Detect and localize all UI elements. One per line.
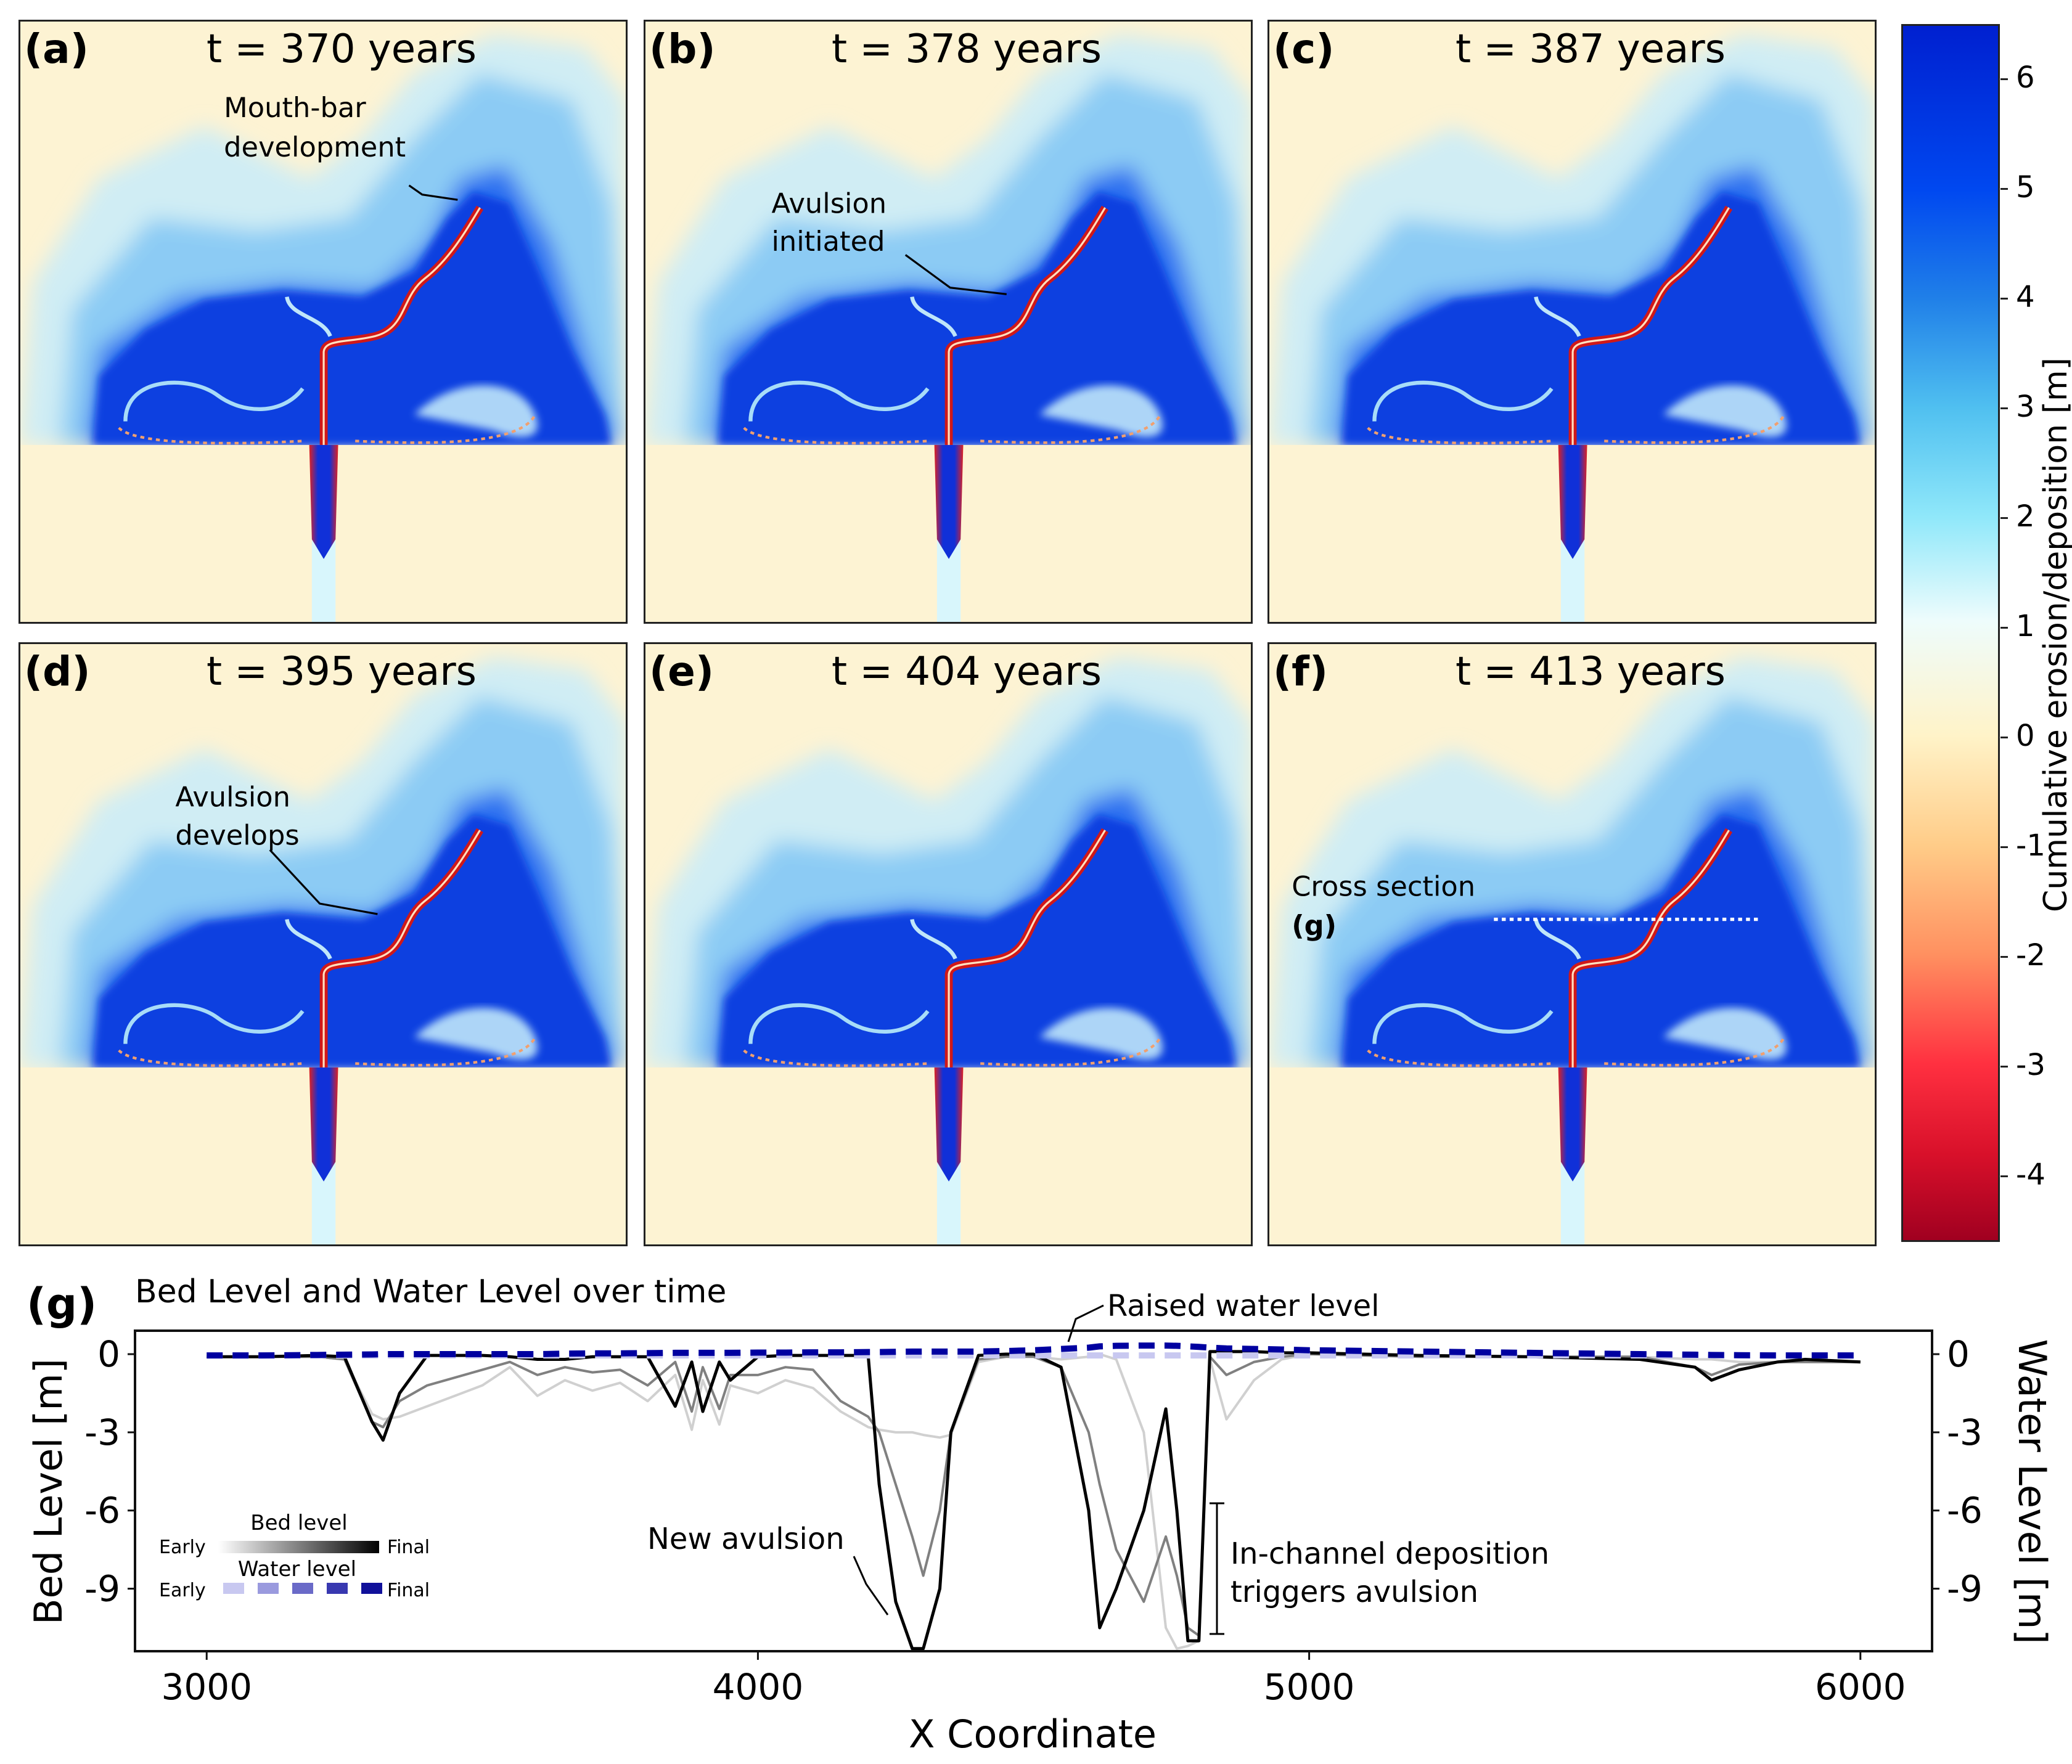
chart-panel-label: (g) [27,1279,97,1329]
map-panel-b: Avulsion initiated (b) t = 378 years [644,20,1253,624]
colorbar-tick-label: 3 [2016,390,2035,425]
y-right-tick-label: -6 [1947,1490,1983,1532]
panel-label: (b) [649,25,716,73]
colorbar-tick [2000,298,2008,300]
annotation-line2: development [224,131,406,163]
x-tick-label: 4000 [713,1666,804,1708]
x-axis-label: X Coordinate [909,1712,1157,1757]
leader-line [904,254,1007,295]
leader-line [408,184,458,201]
map-image: Cross section (g) [1269,644,1875,1244]
colorbar-label: Cumulative erosion/deposition [m] [2037,357,2072,912]
panel-time: t = 404 years [831,649,1102,695]
deposition-annotation-line1: In-channel deposition [1231,1537,1549,1571]
legend-bed-early: Early [159,1537,206,1558]
y-right-tick-label: 0 [1947,1333,1970,1375]
annotation-line1: Mouth-bar [224,92,366,124]
map-image: Mouth-bar development [20,22,626,622]
water-level-line-final [207,1342,1861,1359]
colorbar-tick-label: -4 [2016,1158,2045,1193]
new-avulsion-annotation: New avulsion [647,1522,845,1556]
annotation-line2: develops [175,819,299,851]
legend-water-early: Early [159,1580,206,1601]
annotation-line2: initiated [771,226,885,258]
colorbar-tick-label: 6 [2016,60,2035,95]
map-panel-f: Cross section (g) (f) t = 413 years [1267,642,1877,1246]
annotation-line1: Avulsion [175,782,290,814]
x-tick-label: 6000 [1815,1666,1906,1708]
deposition-bracket [1210,1502,1224,1635]
map-panel-e: (e) t = 404 years [644,642,1253,1246]
y-tick-label: -3 [84,1411,120,1453]
map-panel-a: Mouth-bar development (a) t = 370 years [18,20,628,624]
colorbar-tick-label: -1 [2016,828,2045,864]
colorbar [1901,24,2000,1242]
colorbar-tick-label: -3 [2016,1048,2045,1083]
y-axis-right-label: Water Level [m] [2010,1339,2055,1644]
cross-section-chart: (g) Bed Level and Water Level over time … [26,1273,2055,1757]
y-tick-label: -9 [84,1568,120,1610]
panel-label: (f) [1273,648,1329,695]
colorbar-tick [2000,78,2008,80]
y-tick-label: 0 [97,1333,120,1375]
y-axis-label: Bed Level [m] [26,1358,71,1625]
colorbar-tick-label: 2 [2016,499,2035,534]
y-right-tick-label: -3 [1947,1411,1983,1453]
panel-time: t = 387 years [1455,27,1726,72]
panel-label: (a) [24,25,89,73]
x-tick-label: 5000 [1264,1666,1355,1708]
panel-time: t = 413 years [1455,649,1726,695]
map-panel-d: Avulsion develops (d) t = 395 years [18,642,628,1246]
x-tick-label: 3000 [161,1666,252,1708]
colorbar-tick [2000,627,2008,629]
colorbar-tick [2000,846,2008,849]
colorbar-tick-label: 0 [2016,719,2035,754]
colorbar-tick-label: -2 [2016,938,2045,973]
annotation-line2: (g) [1292,910,1337,942]
colorbar-tick-label: 1 [2016,609,2035,644]
raised-water-leader [1067,1304,1104,1342]
map-image: Avulsion initiated [645,22,1251,622]
annotation-line1: Avulsion [771,188,887,220]
colorbar-tick [2000,956,2008,958]
panel-time: t = 370 years [206,27,477,72]
colorbar-tick-label: 4 [2016,280,2035,315]
colorbar-tick [2000,1175,2008,1178]
new-avulsion-leader [853,1556,889,1615]
annotation-line1: Cross section [1292,870,1475,902]
chart-title: Bed Level and Water Level over time [135,1273,726,1310]
raised-water-annotation: Raised water level [1107,1289,1379,1323]
colorbar-tick [2000,188,2008,190]
colorbar-tick-label: 5 [2016,170,2035,205]
panel-time: t = 378 years [831,27,1102,72]
legend-water-title: Water level [238,1557,356,1582]
panel-label: (c) [1273,25,1335,73]
legend-bed-final: Final [387,1537,430,1558]
panel-label: (e) [649,648,715,695]
y-tick-label: -6 [84,1490,120,1532]
bed-level-line-early [207,1353,1861,1650]
map-image [1269,22,1875,622]
y-right-tick-label: -9 [1947,1568,1983,1610]
leader-line [269,849,378,915]
deposition-annotation-line2: triggers avulsion [1231,1575,1478,1609]
colorbar-tick [2000,737,2008,739]
legend-water-dashes [223,1583,382,1594]
legend-bed-title: Bed level [250,1511,347,1535]
colorbar-tick [2000,407,2008,410]
legend-water-final: Final [387,1580,430,1601]
map-image: Avulsion develops [20,644,626,1244]
plot-frame [134,1329,1933,1652]
colorbar-tick [2000,1066,2008,1068]
legend-bed-gradient [218,1541,379,1553]
map-panel-c: (c) t = 387 years [1267,20,1877,624]
panel-label: (d) [24,648,91,695]
map-image [645,644,1251,1244]
panel-time: t = 395 years [206,649,477,695]
colorbar-tick [2000,517,2008,520]
